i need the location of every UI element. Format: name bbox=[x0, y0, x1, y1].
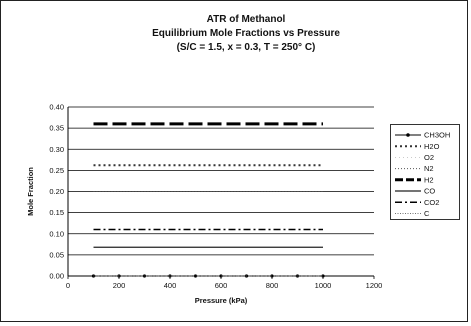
x-tick-label: 200 bbox=[113, 281, 126, 290]
chart-title: ATR of Methanol bbox=[206, 14, 286, 25]
legend-label-h2: H2 bbox=[424, 175, 434, 184]
x-tick-label: 400 bbox=[164, 281, 177, 290]
x-axis-label: Pressure (kPa) bbox=[195, 296, 248, 305]
y-tick-label: 0.00 bbox=[49, 272, 64, 281]
x-tick-label: 0 bbox=[66, 281, 70, 290]
series-point-ch3oh bbox=[193, 274, 198, 278]
legend-label-co: CO bbox=[424, 187, 435, 196]
y-tick-label: 0.35 bbox=[49, 124, 64, 133]
y-tick-label: 0.30 bbox=[49, 145, 64, 154]
legend-label-co2: CO2 bbox=[424, 198, 439, 207]
chart-subtitle-1: Equilibrium Mole Fractions vs Pressure bbox=[152, 28, 340, 39]
y-tick-label: 0.10 bbox=[49, 229, 64, 238]
x-tick-label: 1200 bbox=[366, 281, 383, 290]
legend-label-n2: N2 bbox=[424, 164, 434, 173]
legend-entries: CH3OH H2O O2 N2 H2 CO CO2 C bbox=[395, 131, 450, 218]
y-tick-label: 0.20 bbox=[49, 187, 64, 196]
y-tick-label: 0.15 bbox=[49, 208, 64, 217]
y-tick-label: 0.05 bbox=[49, 250, 64, 259]
legend-label-ch3oh: CH3OH bbox=[424, 131, 450, 140]
x-tick-label: 600 bbox=[215, 281, 228, 290]
chart-subtitle-2: (S/C = 1.5, x = 0.3, T = 250° C) bbox=[176, 42, 316, 53]
y-tick-label: 0.25 bbox=[49, 166, 64, 175]
legend-label-h2o: H2O bbox=[424, 142, 440, 151]
x-tick-label: 800 bbox=[266, 281, 279, 290]
legend-label-o2: O2 bbox=[424, 153, 434, 162]
y-tick-label: 0.40 bbox=[49, 103, 64, 112]
legend: CH3OH H2O O2 N2 H2 CO CO2 C bbox=[390, 124, 460, 220]
series-point-ch3oh bbox=[321, 274, 325, 278]
legend-marker-ch3oh bbox=[406, 133, 410, 137]
x-tick-label: 1000 bbox=[315, 281, 332, 290]
y-axis-label: Mole Fraction bbox=[26, 167, 35, 216]
legend-label-c: C bbox=[424, 209, 430, 218]
